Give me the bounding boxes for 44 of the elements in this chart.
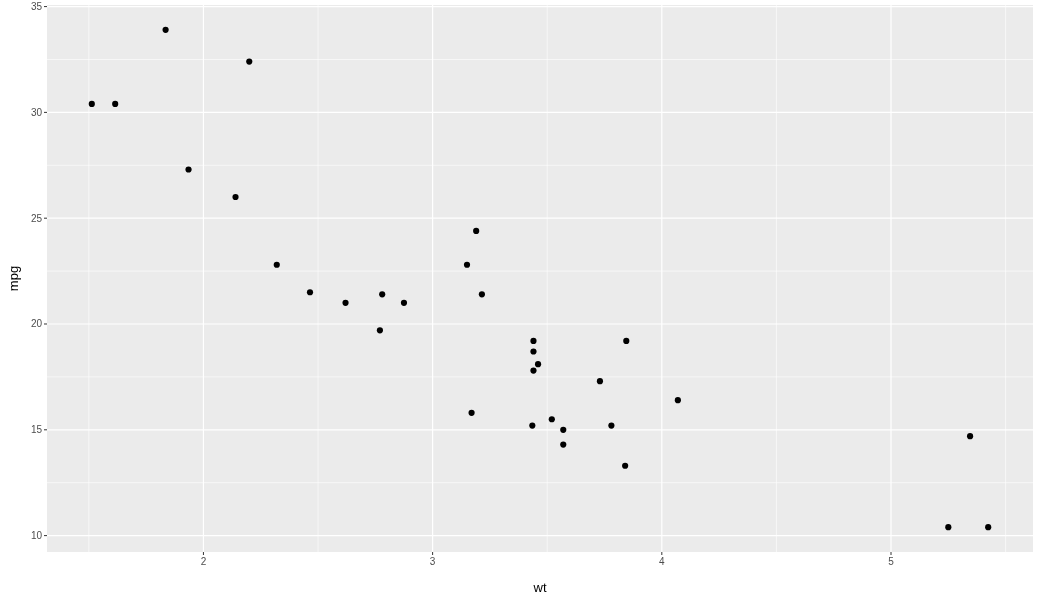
point <box>530 337 537 345</box>
point <box>560 441 567 448</box>
y-tick-label: 15 <box>30 424 43 436</box>
x-axis-title: wt <box>532 580 547 595</box>
point <box>623 337 630 345</box>
point <box>622 462 629 469</box>
y-tick-label: 10 <box>30 530 43 542</box>
point <box>468 409 475 416</box>
point <box>232 193 239 201</box>
point <box>342 299 349 306</box>
point <box>88 100 95 108</box>
point <box>596 378 604 385</box>
point <box>376 327 383 334</box>
point <box>273 261 280 268</box>
point <box>379 291 386 298</box>
point <box>945 524 952 531</box>
point <box>400 299 408 306</box>
point <box>463 261 471 268</box>
x-tick-label: 4 <box>659 556 666 567</box>
point <box>529 422 536 429</box>
point <box>246 58 253 65</box>
point <box>162 26 169 33</box>
y-tick-label: 20 <box>30 318 43 330</box>
point <box>478 291 485 298</box>
point <box>985 524 992 531</box>
point <box>306 289 314 296</box>
point <box>185 166 192 173</box>
x-tick-label: 5 <box>888 556 895 567</box>
point <box>530 348 537 355</box>
y-tick-label: 25 <box>30 212 43 224</box>
point <box>530 367 537 374</box>
point <box>608 422 615 429</box>
point <box>473 227 480 234</box>
point <box>534 361 542 368</box>
point <box>967 433 974 440</box>
point <box>560 426 567 433</box>
y-tick-label: 30 <box>30 106 43 118</box>
point <box>112 100 119 108</box>
point <box>674 397 681 404</box>
x-tick-label: 3 <box>429 556 436 567</box>
point <box>548 416 555 423</box>
y-tick-label: 35 <box>30 1 43 13</box>
y-axis-title: mpg <box>6 265 21 292</box>
x-tick-label: 2 <box>200 556 207 567</box>
